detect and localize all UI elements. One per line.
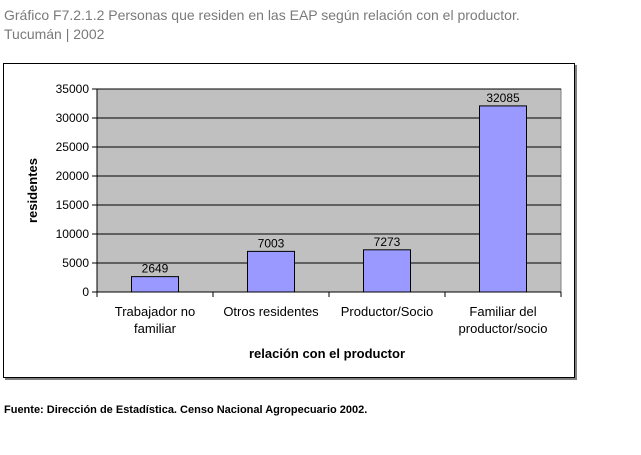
y-axis: 0 5000 10000 15000 20000 25000 30000 35000 — [56, 82, 98, 299]
y-tick-label: 20000 — [56, 169, 90, 183]
data-label: 7003 — [258, 236, 285, 250]
data-label: 7273 — [374, 235, 401, 249]
chart-caption: Gráfico F7.2.1.2 Personas que residen en… — [4, 6, 624, 44]
x-tick-label: Productor/Socio — [341, 304, 434, 319]
y-tick-label: 30000 — [56, 111, 90, 125]
bar — [247, 250, 295, 293]
chart-frame: 2649 7003 7273 32085 0 5000 10000 15000 20000 25… — [3, 63, 575, 378]
bar — [479, 105, 527, 293]
data-label: 2649 — [142, 262, 169, 276]
y-tick-label: 15000 — [56, 198, 90, 212]
bar — [131, 276, 179, 293]
bars — [131, 105, 527, 293]
x-tick-label: Trabajador no — [115, 304, 195, 319]
data-labels: 2649 7003 7273 32085 — [142, 91, 520, 276]
x-tick-label: Familiar del — [469, 304, 536, 319]
y-tick-label: 0 — [82, 285, 89, 299]
source-note: Fuente: Dirección de Estadística. Censo … — [4, 404, 368, 416]
x-tick-label: Otros residentes — [223, 304, 319, 319]
y-axis-title: residentes — [25, 158, 40, 223]
x-tick-label: productor/socio — [459, 321, 548, 336]
x-axis: Trabajador no familiar Otros residentes Pro… — [96, 291, 562, 336]
data-label: 32085 — [486, 91, 520, 105]
y-tick-label: 35000 — [56, 82, 90, 96]
bar-chart: 2649 7003 7273 32085 0 5000 10000 15000 20000 25… — [25, 82, 562, 361]
bar — [363, 249, 411, 293]
y-tick-label: 25000 — [56, 140, 90, 154]
caption-subtitle: Tucumán | 2002 — [4, 26, 105, 42]
x-axis-title: relación con el productor — [249, 346, 405, 361]
x-tick-label: familiar — [134, 321, 177, 336]
y-tick-label: 5000 — [62, 256, 89, 270]
y-tick-label: 10000 — [56, 227, 90, 241]
caption-title: Gráfico F7.2.1.2 Personas que residen en… — [4, 7, 520, 23]
